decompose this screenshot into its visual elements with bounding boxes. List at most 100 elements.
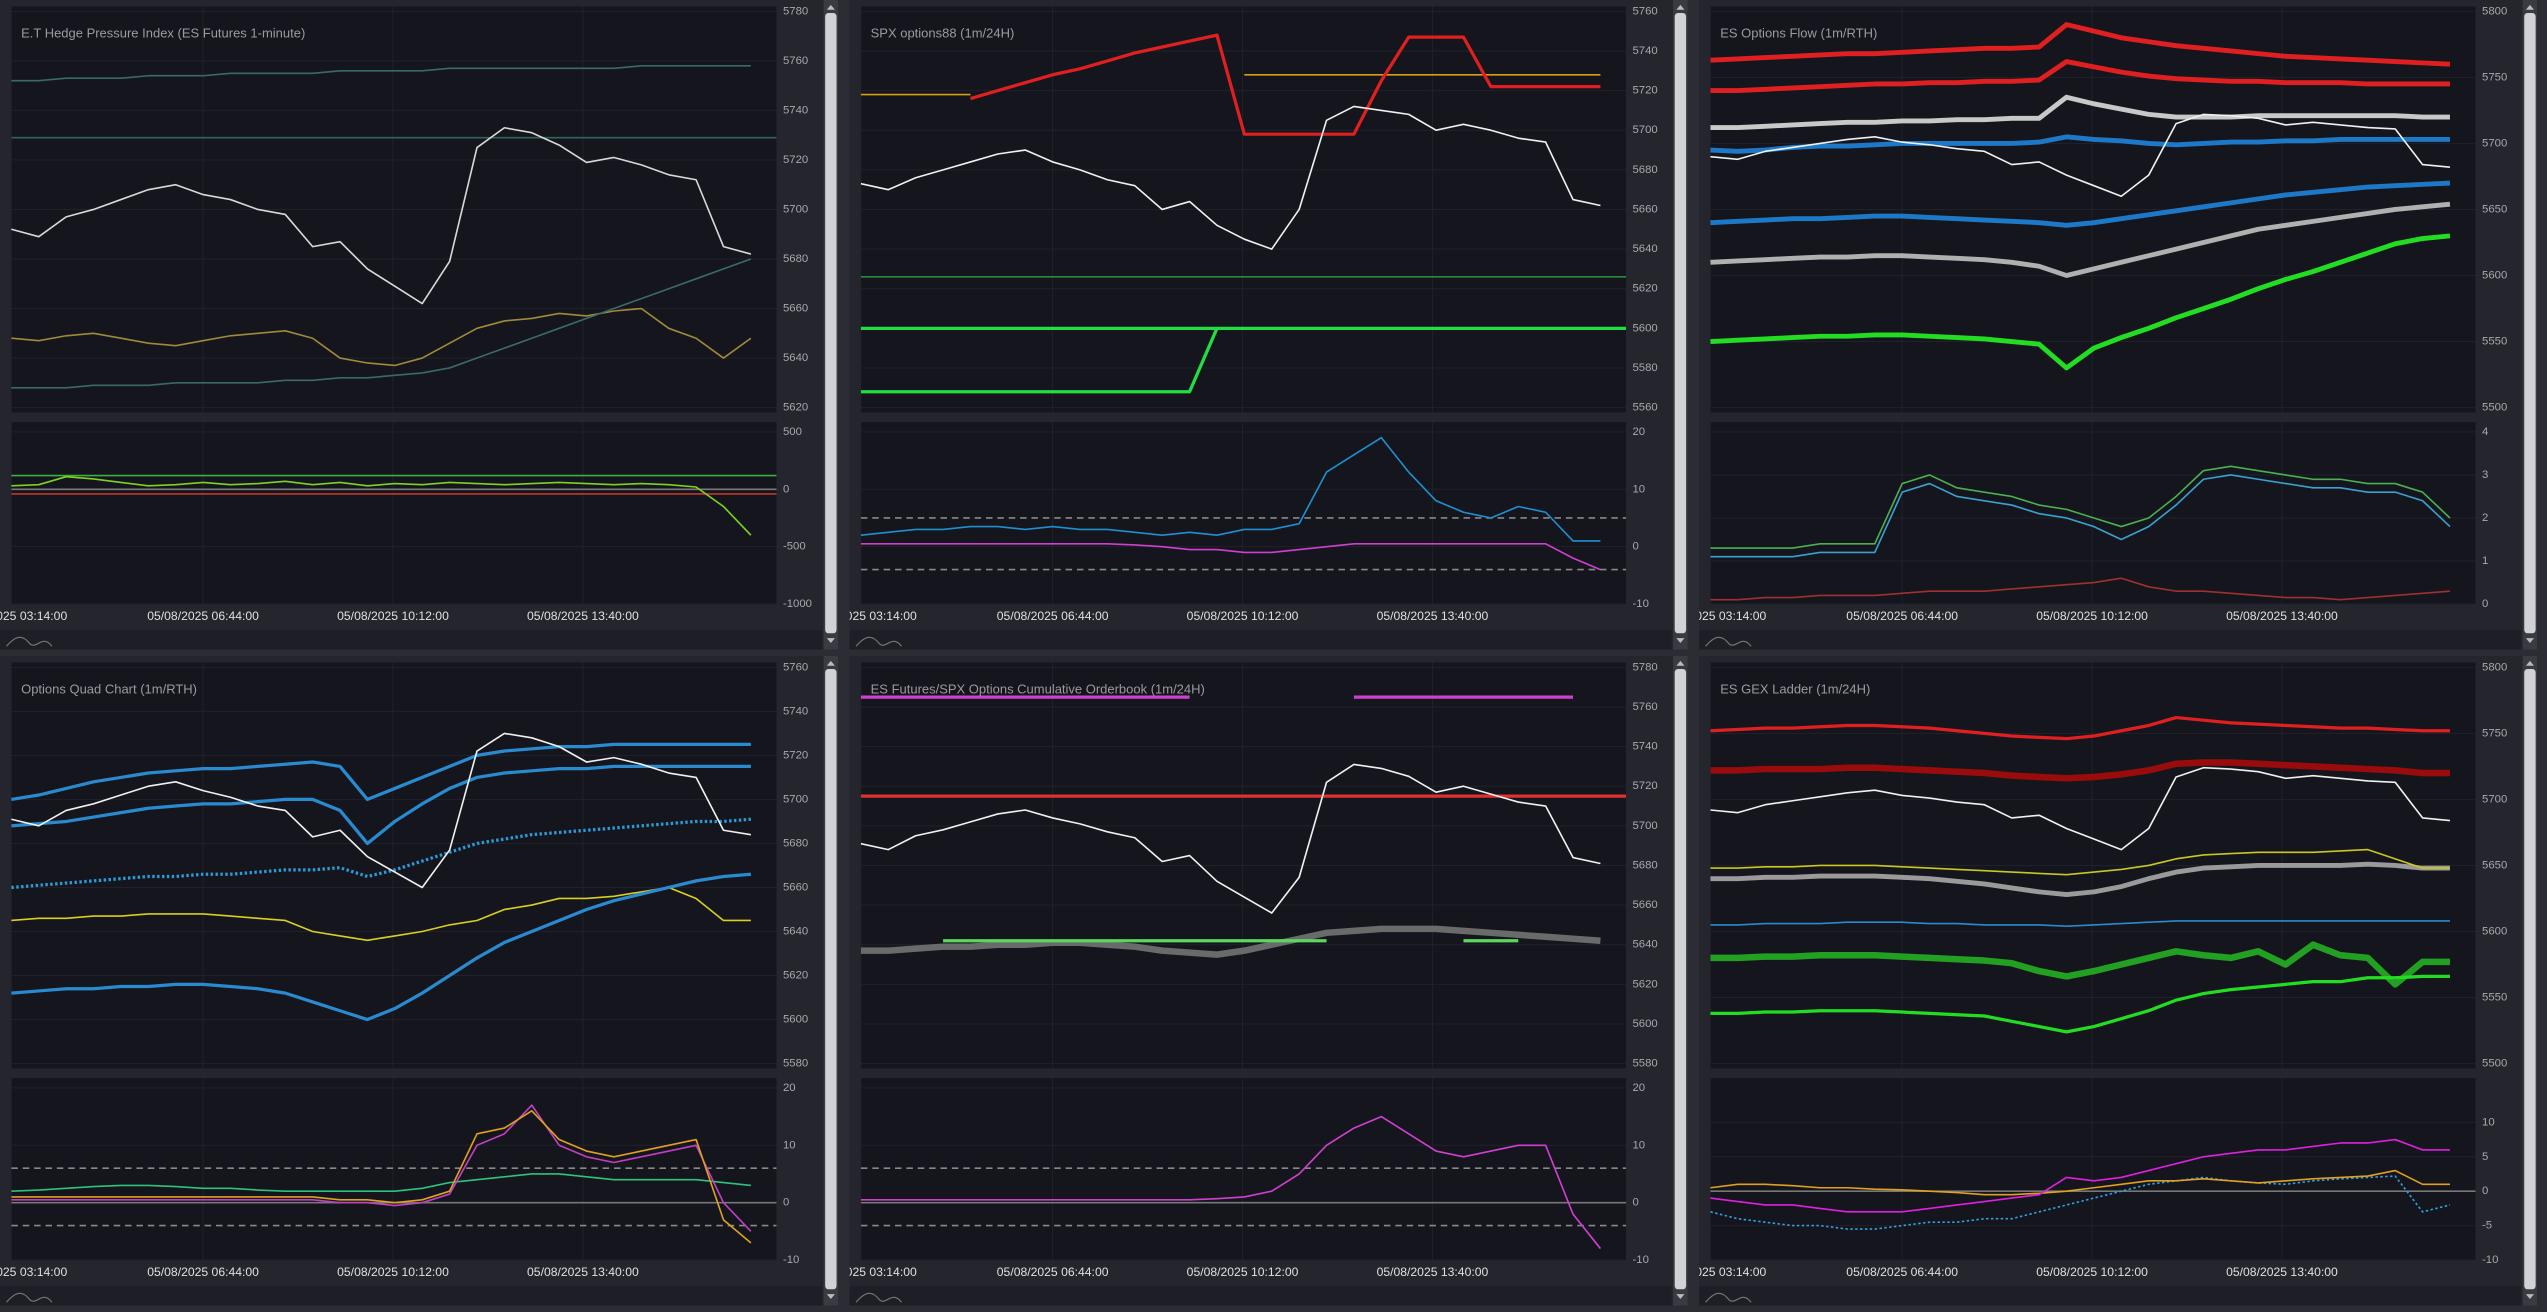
y-tick-label: 0 (783, 1197, 789, 1209)
series-line (1710, 134, 2450, 154)
plot-area (11, 422, 777, 605)
series-line (970, 33, 1601, 136)
panel: 5580 5600 5620 5640 5660 5680 5700 5720 5740 5760… (0, 656, 839, 1306)
series-line (1710, 465, 2451, 549)
scroll-up[interactable] (1676, 4, 1685, 10)
scroll-up[interactable] (826, 660, 835, 666)
series-line (11, 1173, 751, 1193)
pane (1710, 715, 2451, 1034)
series-line (860, 542, 1601, 571)
scroll-down[interactable] (1676, 638, 1685, 644)
scrollbar-thumb[interactable] (2524, 12, 2536, 634)
scroll-down[interactable] (1676, 1294, 1685, 1300)
scroll-down[interactable] (2525, 1294, 2535, 1300)
series-line (1710, 474, 2451, 558)
series-line (1710, 59, 2450, 94)
x-tick-label: 05/08/2025 10:12:00 (2036, 1265, 2148, 1279)
y-tick-label: 5780 (783, 5, 808, 17)
y-tick-label: 2 (2482, 512, 2488, 524)
scrollbar-thumb[interactable] (1674, 668, 1687, 1290)
scroll-up[interactable] (826, 4, 835, 10)
y-tick-label: 0 (1632, 1197, 1638, 1209)
y-tick-label: 4 (2482, 426, 2488, 438)
series-line (1710, 920, 2450, 928)
series-line (1710, 1169, 2450, 1196)
plot-area (11, 1078, 777, 1261)
series-line (11, 1110, 752, 1244)
panel: 5500 5550 5600 5650 5700 5750 5800 -10 -5 0 5 10 05/… (1699, 656, 2538, 1306)
pane (860, 33, 1626, 394)
pane (860, 695, 1626, 958)
y-tick-label: 5750 (2482, 727, 2507, 739)
y-tick-label: 5720 (1632, 85, 1657, 97)
y-tick-label: 0 (2482, 598, 2488, 610)
bottom-strip (849, 1286, 1672, 1306)
scroll-down[interactable] (2525, 638, 2535, 644)
y-tick-label: 5600 (1632, 1018, 1657, 1030)
bottom-strip (849, 630, 1672, 650)
y-tick-label: 5560 (1632, 402, 1657, 414)
chart-title: E.T Hedge Pressure Index (ES Futures 1-m… (21, 26, 305, 41)
scroll-down[interactable] (826, 638, 835, 644)
scroll-up[interactable] (2525, 660, 2535, 666)
y-tick-label: 5620 (783, 970, 808, 982)
y-tick-label: 5680 (1632, 164, 1657, 176)
series-line (11, 1104, 752, 1232)
x-tick-label: 05/08/2025 06:44:00 (147, 609, 259, 623)
y-tick-label: 5700 (2482, 793, 2507, 805)
panel: 5620 5640 5660 5680 5700 5720 5740 5760 5780 -100… (0, 0, 839, 650)
series-line (1710, 22, 2451, 67)
y-tick-label: 5750 (2482, 71, 2507, 83)
series-line (1710, 201, 2451, 278)
y-tick-label: 0 (1632, 541, 1638, 553)
y-tick-label: 5600 (1632, 322, 1657, 334)
pane (11, 1104, 777, 1244)
series-line (1710, 974, 2450, 1034)
panel: 5560 5580 5600 5620 5640 5660 5680 5700 5720 5740… (805, 0, 1688, 650)
series-line (860, 1115, 1602, 1250)
scrollbar-thumb[interactable] (2524, 668, 2536, 1290)
bottom-strip (1699, 1286, 2522, 1306)
y-tick-label: 5680 (783, 253, 808, 265)
y-tick-label: 5700 (2482, 137, 2507, 149)
pane (1710, 465, 2451, 601)
scrollbar-thumb[interactable] (825, 668, 837, 1290)
y-tick-label: 5740 (783, 705, 808, 717)
y-tick-label: 5660 (1632, 899, 1657, 911)
y-tick-label: 5700 (1632, 820, 1657, 832)
y-tick-label: 5740 (1632, 741, 1657, 753)
scrollbar-thumb[interactable] (825, 12, 837, 634)
y-tick-label: 5720 (1632, 780, 1657, 792)
pane (11, 732, 752, 1022)
bottom-strip (1699, 630, 2522, 650)
y-tick-label: 20 (783, 1082, 796, 1094)
series-line (860, 763, 1601, 914)
y-tick-label: 5800 (2482, 5, 2507, 17)
scrollbar-thumb[interactable] (1674, 12, 1687, 634)
plot-area (1710, 1078, 2476, 1261)
y-tick-label: 10 (1632, 483, 1645, 495)
series-line (1710, 577, 2451, 601)
series-line (1710, 113, 2451, 198)
y-tick-label: 5580 (1632, 1058, 1657, 1070)
x-tick-label: 05/08/2025 13:40:00 (1377, 1265, 1489, 1279)
y-tick-label: 5740 (783, 104, 808, 116)
series-line (1710, 715, 2450, 741)
y-tick-label: 20 (1632, 426, 1645, 438)
x-tick-label: 05/08/2025 13:40:00 (1377, 609, 1489, 623)
x-tick-label: 05/08/2025 13:40:00 (2226, 1265, 2338, 1279)
y-tick-label: 5500 (2482, 1058, 2507, 1070)
series-line (11, 872, 752, 1022)
x-tick-label: 05/08/2025 03:14:00 (805, 609, 917, 623)
y-tick-label: 5660 (783, 881, 808, 893)
series-line (11, 732, 752, 889)
scroll-down[interactable] (826, 1294, 835, 1300)
series-line (11, 742, 751, 802)
chart-title: SPX options88 (1m/24H) (871, 26, 1015, 41)
scroll-up[interactable] (2525, 4, 2535, 10)
pane (11, 474, 777, 536)
y-tick-label: 5660 (1632, 203, 1657, 215)
scroll-up[interactable] (1676, 660, 1685, 666)
